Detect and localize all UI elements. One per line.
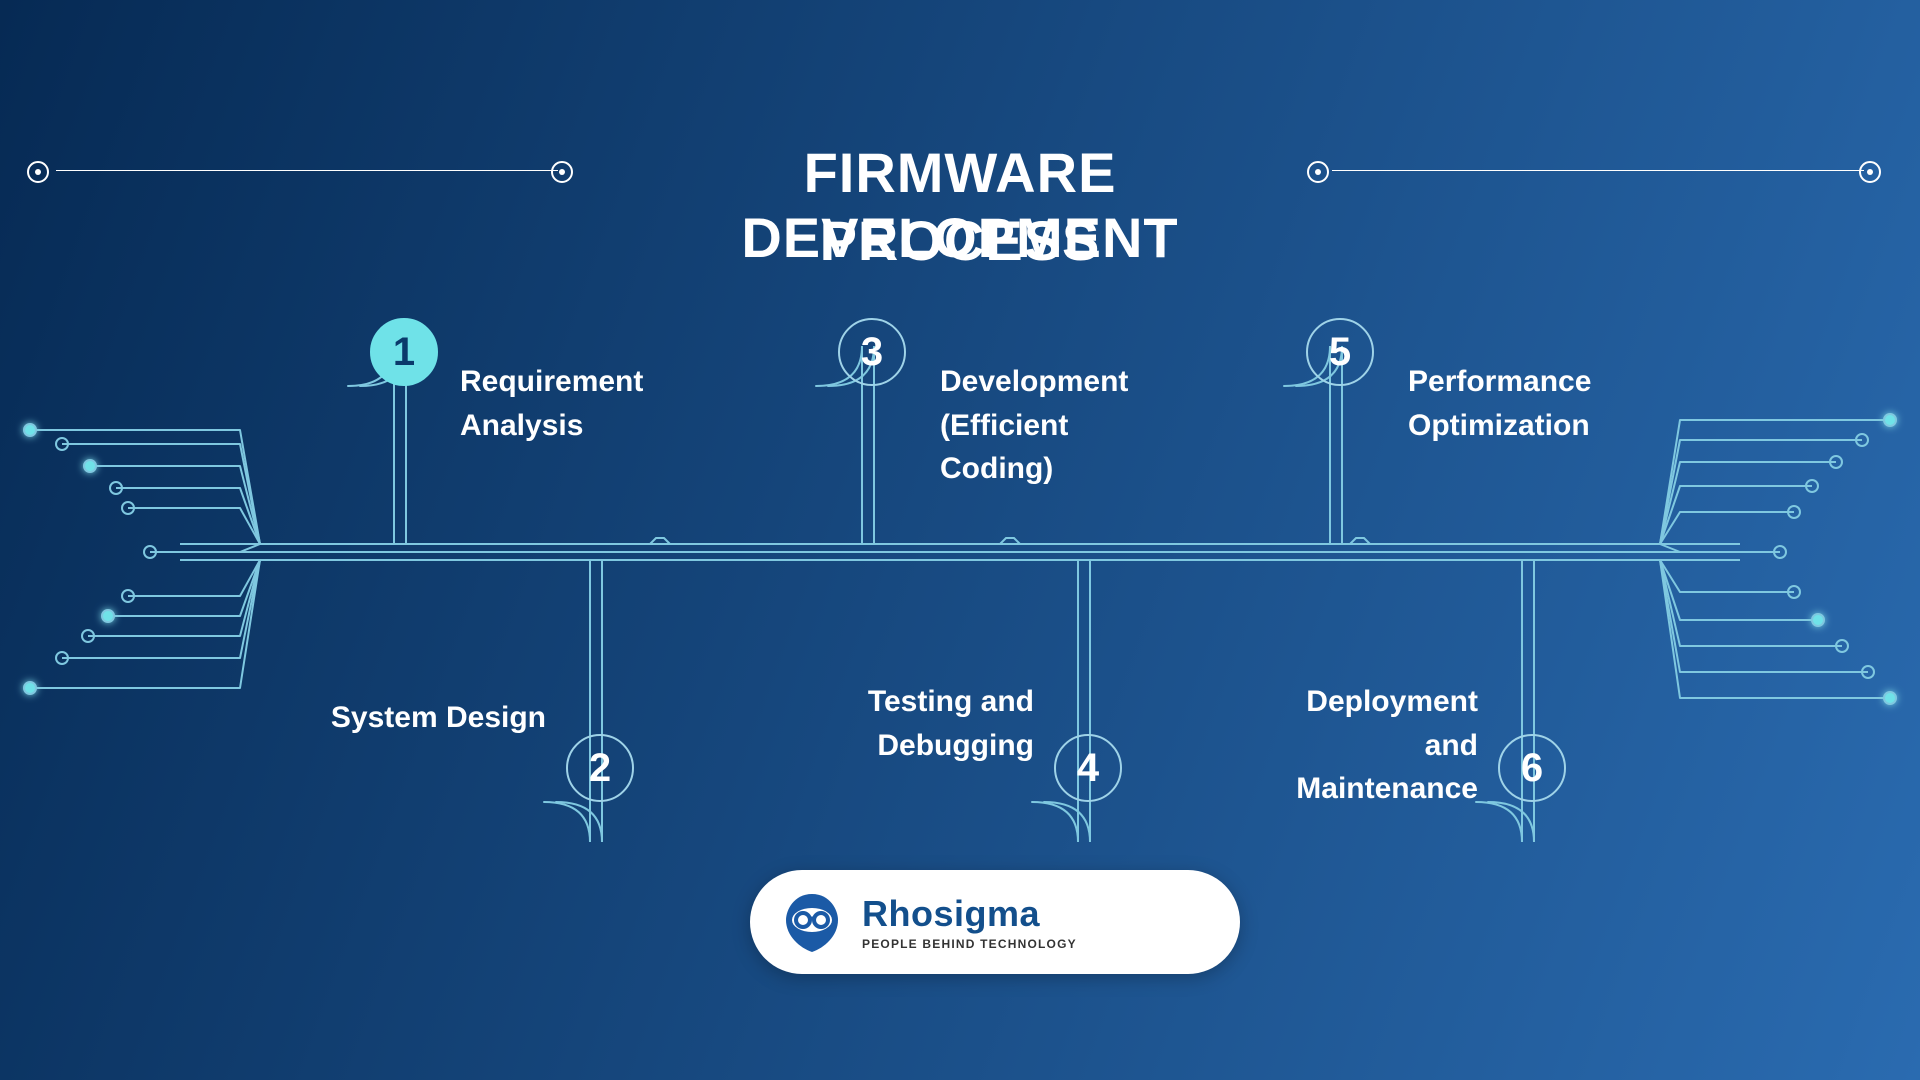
step-number-4: 4: [1054, 734, 1122, 802]
step-label-4: Testing andDebugging: [774, 680, 1034, 767]
step-label-6: DeploymentandMaintenance: [1198, 680, 1478, 811]
step-label-1: RequirementAnalysis: [460, 360, 720, 447]
brand-tagline: PEOPLE BEHIND TECHNOLOGY: [862, 937, 1077, 951]
brand-logo-pill: Rhosigma PEOPLE BEHIND TECHNOLOGY: [750, 870, 1240, 974]
brand-logo-icon: [780, 890, 844, 954]
step-number-2: 2: [566, 734, 634, 802]
step-label-5: PerformanceOptimization: [1408, 360, 1688, 447]
step-number-1: 1: [370, 318, 438, 386]
step-number-6: 6: [1498, 734, 1566, 802]
step-label-2: System Design: [266, 696, 546, 740]
step-label-3: Development(EfficientCoding): [940, 360, 1200, 491]
brand-name: Rhosigma: [862, 893, 1077, 935]
infographic-canvas: FIRMWARE DEVELOPMENT PROCESS 1Requiremen…: [0, 0, 1920, 1080]
step-number-5: 5: [1306, 318, 1374, 386]
step-number-3: 3: [838, 318, 906, 386]
